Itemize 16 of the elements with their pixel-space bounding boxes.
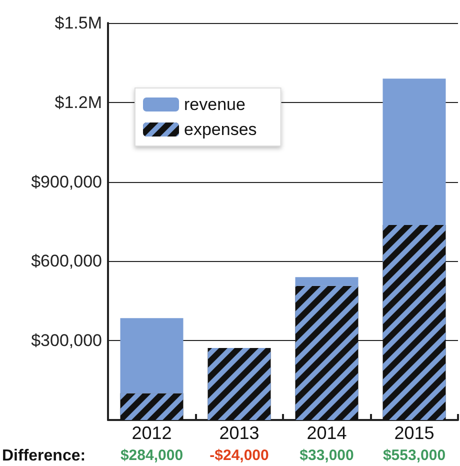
y-tick-label: $1.2M (54, 92, 102, 112)
y-tick-label: $600,000 (31, 252, 102, 271)
legend-label: revenue (184, 95, 246, 114)
text: $284,000 (120, 447, 184, 464)
x-tick-label: 2013 (219, 423, 260, 443)
y-tick-label: $300,000 (31, 331, 102, 350)
y-tick-label: $1.5M (54, 14, 102, 32)
text: -$24,000 (210, 447, 269, 464)
text: $33,000 (300, 447, 354, 464)
text: Difference: (2, 448, 86, 464)
x-tick-label: 2014 (306, 423, 347, 443)
text: $553,000 (382, 447, 446, 464)
x-tick-label: 2012 (132, 423, 172, 443)
legend-label: expenses (184, 120, 257, 139)
x-tick-label: 2015 (394, 423, 434, 443)
y-tick-label: $900,000 (31, 172, 102, 192)
